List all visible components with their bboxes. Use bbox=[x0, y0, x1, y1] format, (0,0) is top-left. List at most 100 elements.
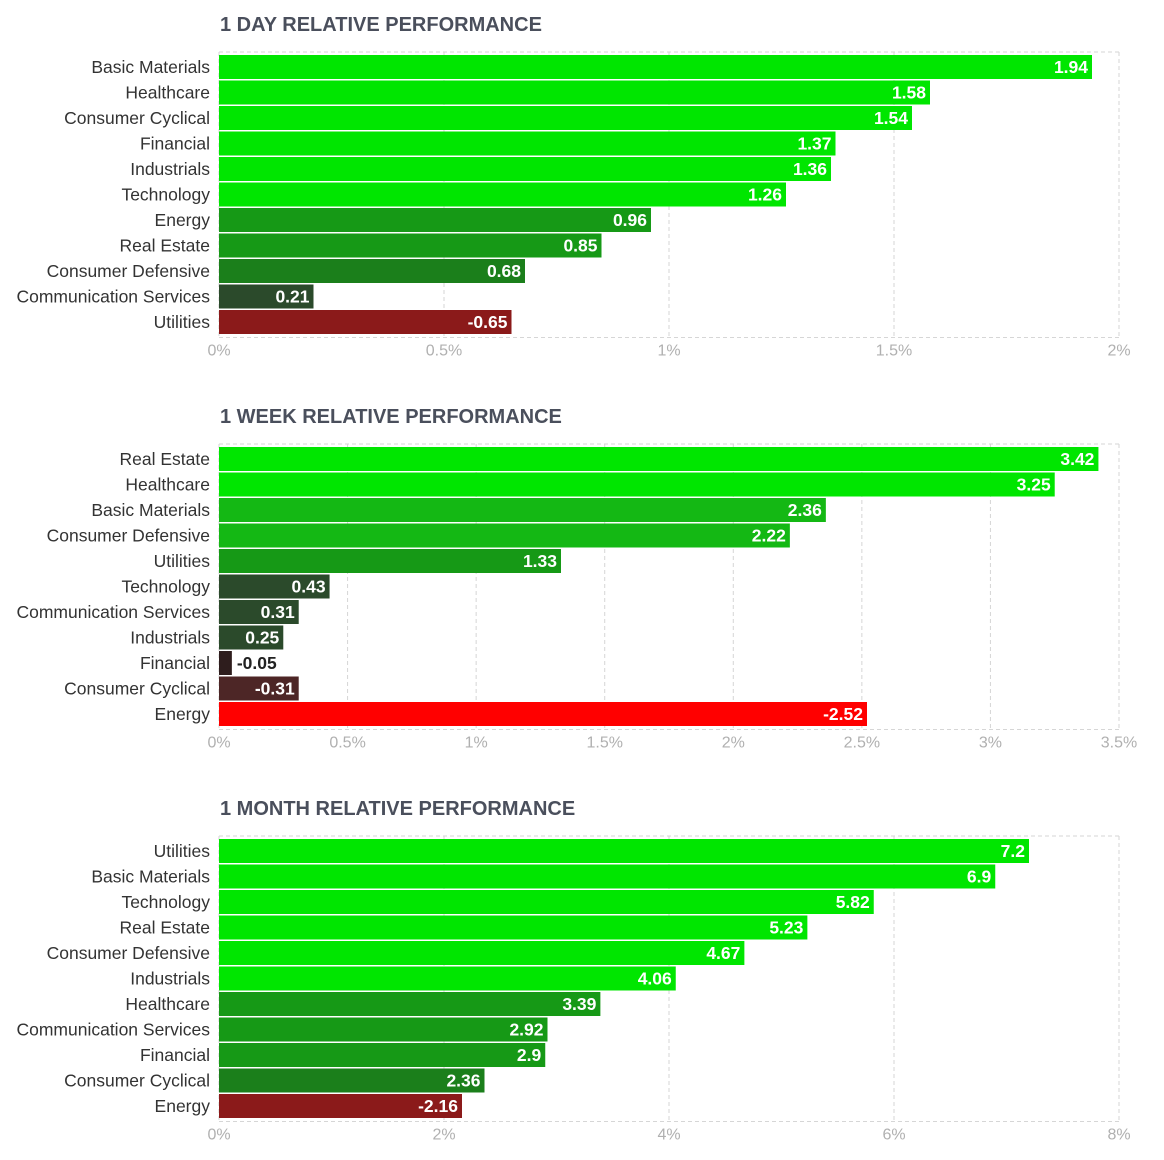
bar bbox=[219, 600, 299, 624]
category-label: Industrials bbox=[130, 628, 210, 648]
bar bbox=[219, 131, 836, 156]
value-label: 7.2 bbox=[1001, 841, 1026, 861]
bar bbox=[219, 676, 299, 701]
category-label: Basic Materials bbox=[91, 500, 210, 520]
x-tick-label: 0% bbox=[207, 343, 230, 360]
category-label: Technology bbox=[121, 185, 210, 205]
category-label: Industrials bbox=[130, 159, 210, 179]
category-label: Consumer Cyclical bbox=[64, 1071, 210, 1091]
value-label: 4.67 bbox=[706, 943, 740, 963]
bar bbox=[219, 941, 745, 965]
x-tick-label: 0% bbox=[207, 1127, 230, 1144]
bar-chart: 0% 0.5% 1% 1.5% 2% Basic Materials 1.94 Healthc… bbox=[16, 51, 1131, 360]
value-label: 0.31 bbox=[261, 602, 295, 622]
category-label: Utilities bbox=[154, 841, 211, 861]
chart-title: 1 MONTH RELATIVE PERFORMANCE bbox=[220, 798, 576, 820]
category-label: Real Estate bbox=[120, 918, 210, 938]
category-label: Communication Services bbox=[16, 287, 210, 307]
category-label: Real Estate bbox=[120, 449, 210, 469]
value-label: 2.9 bbox=[517, 1045, 542, 1065]
category-label: Real Estate bbox=[120, 236, 210, 256]
value-label: -0.05 bbox=[237, 653, 277, 673]
bar bbox=[219, 472, 1055, 497]
value-label: -0.65 bbox=[468, 312, 508, 332]
chart-title: 1 WEEK RELATIVE PERFORMANCE bbox=[220, 406, 562, 428]
bar bbox=[219, 1043, 546, 1067]
chart-title: 1 DAY RELATIVE PERFORMANCE bbox=[220, 14, 542, 36]
bar bbox=[219, 208, 651, 232]
x-tick-label: 1% bbox=[465, 735, 488, 752]
value-label: 1.33 bbox=[523, 551, 557, 571]
category-label: Energy bbox=[155, 1096, 211, 1116]
x-tick-label: 0% bbox=[207, 735, 230, 752]
x-tick-label: 0.5% bbox=[329, 735, 365, 752]
value-label: 6.9 bbox=[967, 867, 992, 887]
category-label: Industrials bbox=[130, 969, 210, 989]
bar bbox=[219, 1068, 485, 1093]
x-tick-label: 3% bbox=[979, 735, 1002, 752]
category-label: Consumer Cyclical bbox=[64, 108, 210, 128]
category-label: Consumer Defensive bbox=[47, 526, 210, 546]
value-label: -0.31 bbox=[255, 679, 295, 699]
category-label: Consumer Defensive bbox=[47, 261, 210, 281]
value-label: 4.06 bbox=[638, 969, 672, 989]
value-label: 5.23 bbox=[769, 918, 803, 938]
bar bbox=[219, 55, 1092, 79]
value-label: 2.92 bbox=[509, 1020, 543, 1040]
bar bbox=[219, 966, 676, 991]
value-label: 1.54 bbox=[874, 108, 908, 128]
value-label: 2.36 bbox=[788, 500, 822, 520]
category-label: Basic Materials bbox=[91, 57, 210, 77]
value-label: 2.36 bbox=[446, 1071, 480, 1091]
bar bbox=[219, 915, 808, 940]
value-label: -2.52 bbox=[823, 704, 863, 724]
bar bbox=[219, 1094, 462, 1118]
bar-chart: 0% 2% 4% 6% 8% Utilities 7.2 Basic Materials 6.9… bbox=[16, 835, 1131, 1144]
value-label: -2.16 bbox=[418, 1096, 458, 1116]
bar bbox=[219, 651, 232, 675]
category-label: Technology bbox=[121, 892, 210, 912]
value-label: 3.39 bbox=[562, 994, 596, 1014]
category-label: Utilities bbox=[154, 312, 211, 332]
bar bbox=[219, 284, 314, 309]
x-tick-label: 6% bbox=[882, 1127, 905, 1144]
bar bbox=[219, 625, 284, 650]
bar bbox=[219, 182, 786, 207]
bar bbox=[219, 498, 826, 522]
value-label: 0.25 bbox=[245, 628, 279, 648]
x-tick-label: 2% bbox=[722, 735, 745, 752]
value-label: 0.96 bbox=[613, 210, 647, 230]
value-label: 1.94 bbox=[1054, 57, 1088, 77]
value-label: 5.82 bbox=[836, 892, 870, 912]
category-label: Technology bbox=[121, 577, 210, 597]
value-label: 0.21 bbox=[275, 287, 309, 307]
value-label: 1.58 bbox=[892, 83, 926, 103]
x-tick-label: 1.5% bbox=[876, 343, 912, 360]
category-label: Basic Materials bbox=[91, 867, 210, 887]
value-label: 0.43 bbox=[292, 577, 326, 597]
bar bbox=[219, 233, 602, 258]
value-label: 1.37 bbox=[797, 134, 831, 154]
bar bbox=[219, 864, 996, 889]
x-tick-label: 4% bbox=[657, 1127, 680, 1144]
category-label: Utilities bbox=[154, 551, 211, 571]
bar bbox=[219, 890, 874, 914]
category-label: Healthcare bbox=[125, 83, 210, 103]
value-label: 3.25 bbox=[1017, 475, 1051, 495]
category-label: Communication Services bbox=[16, 1020, 210, 1040]
category-label: Energy bbox=[155, 704, 211, 724]
x-tick-label: 2.5% bbox=[844, 735, 880, 752]
value-label: 2.22 bbox=[752, 526, 786, 546]
x-tick-label: 0.5% bbox=[426, 343, 462, 360]
bar bbox=[219, 157, 831, 181]
bar-chart: 0% 0.5% 1% 1.5% 2% 2.5% 3% 3.5% Real Estate 3.42 H… bbox=[16, 443, 1137, 752]
category-label: Healthcare bbox=[125, 994, 210, 1014]
category-label: Energy bbox=[155, 210, 211, 230]
x-tick-label: 2% bbox=[1107, 343, 1130, 360]
category-label: Communication Services bbox=[16, 602, 210, 622]
value-label: 0.85 bbox=[563, 236, 597, 256]
bar bbox=[219, 310, 512, 334]
x-tick-label: 3.5% bbox=[1101, 735, 1137, 752]
value-label: 1.36 bbox=[793, 159, 827, 179]
category-label: Consumer Cyclical bbox=[64, 679, 210, 699]
